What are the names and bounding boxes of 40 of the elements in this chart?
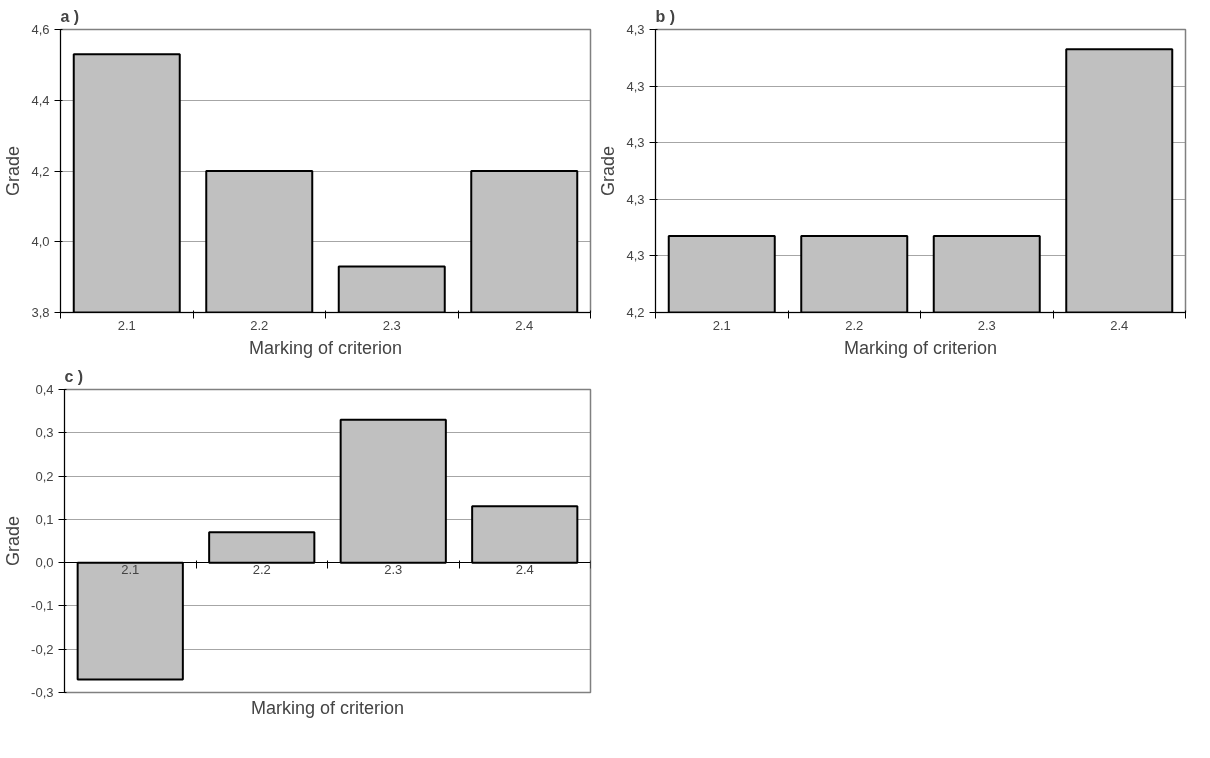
y-tick-label: 4,3 — [626, 248, 645, 264]
x-tick-label: 2.3 — [977, 317, 996, 333]
y-tick-label: -0,2 — [31, 641, 54, 657]
chart-title: b ) — [655, 7, 676, 25]
y-tick-label: 0,1 — [35, 511, 54, 527]
y-tick-label: 4,4 — [31, 92, 50, 108]
y-tick-label: 4,3 — [626, 191, 645, 207]
y-tick-label: 4,2 — [626, 305, 645, 320]
x-tick-label: 2.2 — [845, 317, 864, 333]
y-tick-label: 4,2 — [31, 163, 50, 179]
y-tick-label: 4,6 — [31, 22, 50, 37]
y-tick-label: -0,3 — [31, 685, 54, 700]
x-tick-label: 2.3 — [384, 561, 403, 577]
chart-title: a ) — [60, 7, 80, 25]
y-tick-label: 4,3 — [626, 135, 645, 151]
y-tick-label: 0,2 — [35, 468, 54, 484]
y-tick-label: 4,3 — [626, 22, 645, 37]
x-tick-label: 2.4 — [515, 561, 534, 577]
x-tick-label: 2.1 — [117, 317, 136, 333]
x-tick-label: 2.1 — [712, 317, 731, 333]
y-tick-label: 0,3 — [35, 425, 54, 441]
y-axis-title: Grade — [3, 145, 24, 197]
chart-title: c ) — [64, 367, 84, 385]
x-axis-title: Marking of criterion — [843, 337, 998, 358]
y-axis-title: Grade — [598, 145, 619, 197]
x-tick-label: 2.4 — [1110, 317, 1129, 333]
y-axis-title: Grade — [3, 515, 24, 567]
x-tick-label: 2.2 — [252, 561, 271, 577]
y-tick-label: 0,0 — [35, 555, 54, 571]
x-tick-label: 2.1 — [121, 561, 140, 577]
x-tick-label: 2.3 — [382, 317, 401, 333]
x-axis-title: Marking of criterion — [248, 337, 403, 358]
y-tick-label: 3,8 — [31, 305, 50, 320]
y-tick-label: 4,3 — [626, 78, 645, 94]
x-tick-label: 2.4 — [515, 317, 534, 333]
x-axis-title: Marking of criterion — [250, 697, 405, 718]
y-tick-label: -0,1 — [31, 598, 54, 614]
x-tick-label: 2.2 — [250, 317, 269, 333]
y-tick-label: 0,4 — [35, 382, 54, 397]
y-tick-label: 4,0 — [31, 234, 50, 250]
